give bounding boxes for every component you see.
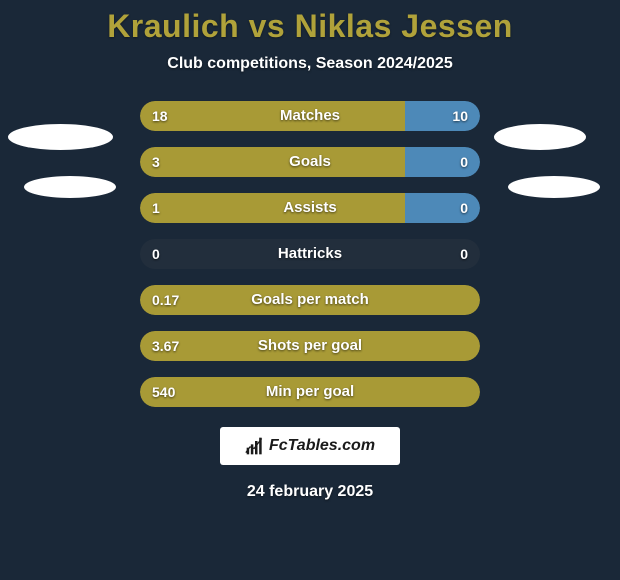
site-logo: FcTables.com <box>220 427 400 465</box>
logo-text: FcTables.com <box>269 437 375 455</box>
stat-row: 1810Matches <box>140 101 480 131</box>
stat-row: 10Assists <box>140 193 480 223</box>
stat-label: Goals per match <box>140 285 480 315</box>
decorative-ellipse <box>508 176 600 198</box>
stat-label: Goals <box>140 147 480 177</box>
decorative-ellipse <box>494 124 586 150</box>
decorative-ellipse <box>8 124 113 150</box>
stat-row: 00Hattricks <box>140 239 480 269</box>
stat-row: 540Min per goal <box>140 377 480 407</box>
decorative-ellipse <box>24 176 116 198</box>
stat-label: Matches <box>140 101 480 131</box>
stat-row: 0.17Goals per match <box>140 285 480 315</box>
comparison-card: Kraulich vs Niklas Jessen Club competiti… <box>0 0 620 580</box>
card-subtitle: Club competitions, Season 2024/2025 <box>0 55 620 73</box>
card-date: 24 february 2025 <box>0 483 620 501</box>
stat-label: Hattricks <box>140 239 480 269</box>
stats-list: 1810Matches 30Goals 10Assists 00Hattricks 0.… <box>140 101 480 407</box>
stat-row: 30Goals <box>140 147 480 177</box>
stat-label: Shots per goal <box>140 331 480 361</box>
stat-label: Min per goal <box>140 377 480 407</box>
bar-chart-icon <box>245 436 265 456</box>
card-title: Kraulich vs Niklas Jessen <box>0 8 620 45</box>
stat-row: 3.67Shots per goal <box>140 331 480 361</box>
stat-label: Assists <box>140 193 480 223</box>
